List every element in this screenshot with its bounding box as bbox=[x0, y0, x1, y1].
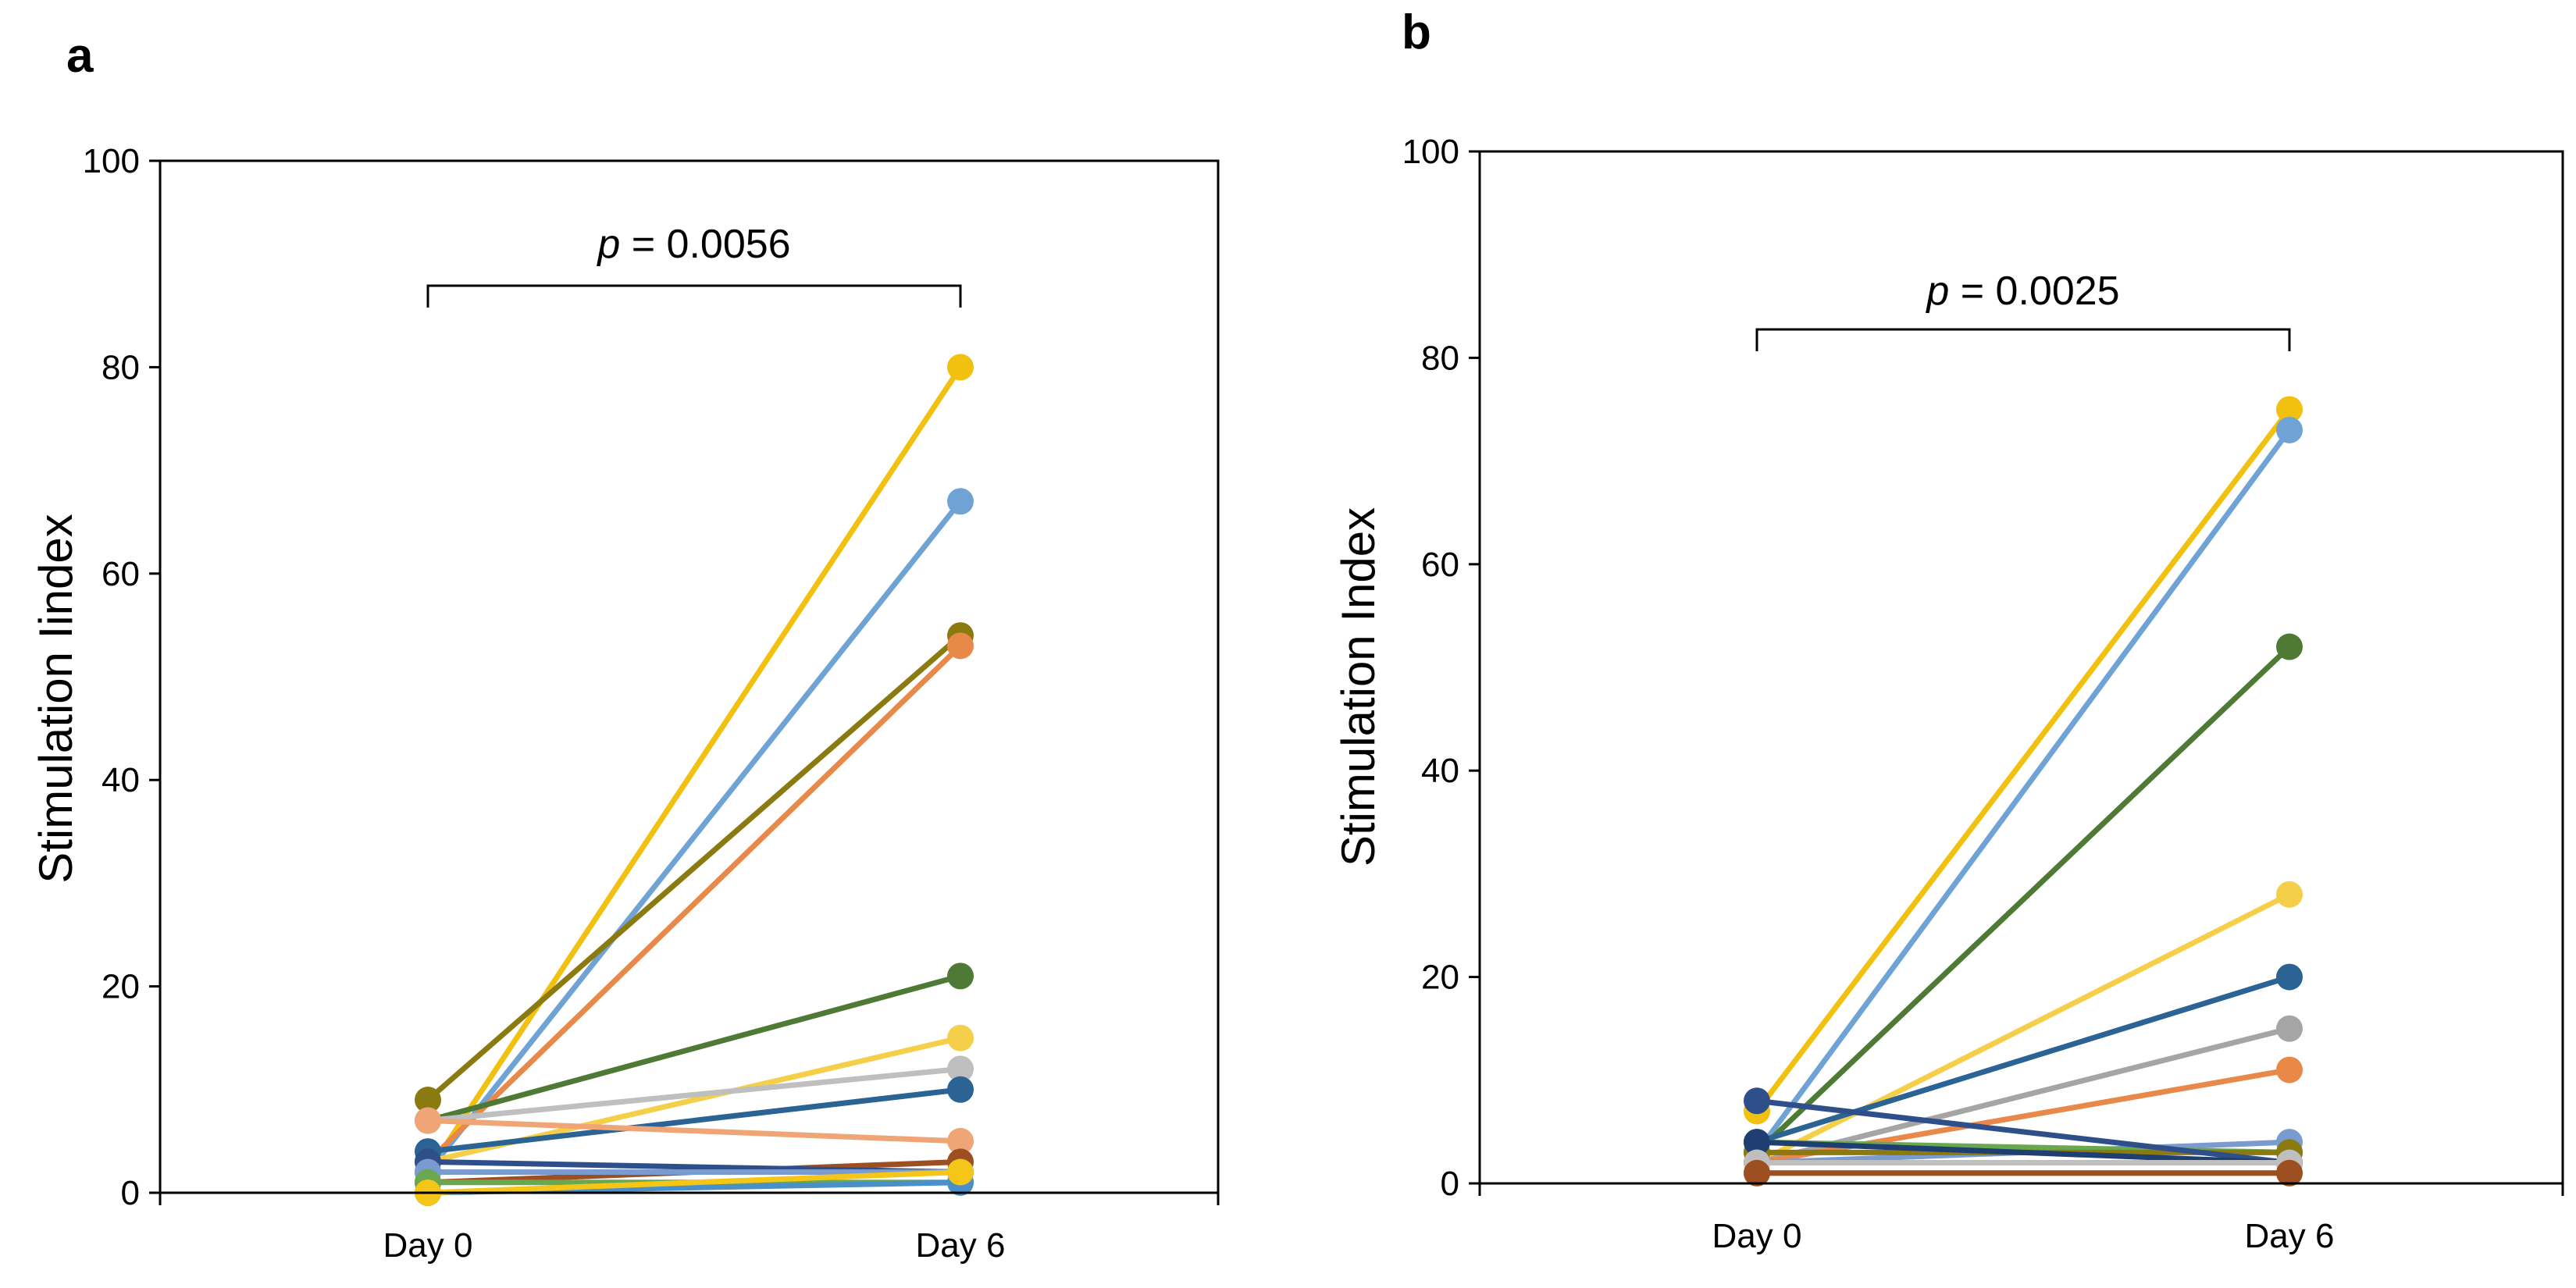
data-point bbox=[415, 1107, 441, 1134]
series-subject-8 bbox=[415, 1076, 974, 1165]
p-symbol-a: p bbox=[596, 222, 620, 267]
p-value-annotation-a: p = 0.0056 bbox=[596, 222, 790, 267]
series-line bbox=[425, 642, 964, 1165]
significance-bracket-b bbox=[1755, 328, 2291, 351]
series-subject-2 bbox=[1744, 416, 2303, 1166]
p-value-text-b: = 0.0025 bbox=[1949, 269, 2119, 314]
series-line bbox=[425, 632, 964, 1103]
significance-bracket-a bbox=[426, 284, 962, 308]
x-tick-label: Day 0 bbox=[383, 1226, 473, 1265]
axes-a bbox=[159, 159, 1220, 1194]
series-subject-1 bbox=[1744, 396, 2303, 1125]
plot-frame bbox=[1478, 150, 2564, 1185]
axes-b bbox=[1478, 150, 2564, 1185]
p-value-text-a: = 0.0056 bbox=[620, 222, 790, 267]
series-line bbox=[425, 364, 964, 1176]
data-point bbox=[2276, 881, 2303, 908]
data-point bbox=[947, 1076, 974, 1103]
data-point bbox=[1744, 1159, 1770, 1187]
series-subject-5 bbox=[415, 962, 974, 1134]
x-tick-label: Day 0 bbox=[1712, 1217, 1802, 1255]
y-ticks-b: 0 20 40 60 80 100 bbox=[1402, 133, 1480, 1203]
plot-frame bbox=[159, 159, 1220, 1194]
y-tick-label: 100 bbox=[1402, 133, 1459, 171]
data-point bbox=[2276, 416, 2303, 443]
p-value-annotation-b: p = 0.0025 bbox=[1925, 269, 2119, 314]
panel-label-b: b bbox=[1402, 5, 1431, 59]
series-group-b bbox=[1744, 396, 2303, 1187]
x-tick-label: Day 6 bbox=[2245, 1217, 2335, 1255]
x-tick-labels-a: Day 0 Day 6 bbox=[159, 1193, 1220, 1265]
series-subject-2 bbox=[415, 488, 974, 1186]
series-line bbox=[1754, 427, 2293, 1155]
bracket-line bbox=[1755, 328, 2291, 351]
y-tick-label: 60 bbox=[1421, 546, 1459, 584]
y-tick-label: 80 bbox=[102, 348, 140, 386]
series-group-a bbox=[415, 354, 974, 1206]
y-tick-label: 40 bbox=[1421, 752, 1459, 790]
data-point bbox=[415, 1087, 441, 1114]
series-line bbox=[1754, 407, 2293, 1114]
data-point bbox=[947, 1127, 974, 1155]
y-tick-label: 40 bbox=[102, 761, 140, 799]
y-tick-label: 80 bbox=[1421, 339, 1459, 377]
y-axis-title-b: Stimulation Index bbox=[1332, 507, 1384, 866]
y-tick-label: 100 bbox=[83, 142, 140, 180]
data-point bbox=[2276, 1056, 2303, 1083]
series-line bbox=[1754, 1139, 2293, 1166]
series-line bbox=[425, 498, 964, 1176]
y-tick-label: 20 bbox=[1421, 959, 1459, 997]
panel-label-a: a bbox=[66, 29, 94, 83]
data-point bbox=[1744, 1087, 1770, 1115]
series-subject-3 bbox=[415, 622, 974, 1114]
series-line bbox=[1754, 1098, 2293, 1166]
y-axis-title-a: Stimulation Iindex bbox=[30, 514, 82, 884]
y-tick-label: 20 bbox=[102, 968, 140, 1006]
series-line bbox=[425, 1087, 964, 1155]
data-point bbox=[947, 1055, 974, 1083]
bracket-line bbox=[426, 284, 962, 308]
series-line bbox=[1754, 974, 2293, 1145]
series-subject-15 bbox=[1744, 1159, 2303, 1187]
y-tick-label: 0 bbox=[1441, 1165, 1459, 1203]
x-tick-label: Day 6 bbox=[916, 1226, 1006, 1265]
p-symbol-b: p bbox=[1925, 269, 1949, 314]
y-tick-label: 60 bbox=[102, 555, 140, 593]
data-point bbox=[2276, 1159, 2303, 1187]
data-point bbox=[947, 1024, 974, 1051]
data-point bbox=[2276, 396, 2303, 423]
data-point bbox=[947, 488, 974, 515]
data-point bbox=[947, 632, 974, 660]
series-subject-1 bbox=[415, 354, 974, 1186]
series-line bbox=[1754, 891, 2293, 1166]
series-line bbox=[425, 1169, 964, 1196]
data-point bbox=[947, 962, 974, 990]
data-point bbox=[947, 354, 974, 381]
series-line bbox=[425, 1066, 964, 1123]
data-point bbox=[1744, 1129, 1770, 1156]
series-subject-3 bbox=[1744, 633, 2303, 1166]
series-subject-9 bbox=[415, 1107, 974, 1155]
series-line bbox=[1754, 1026, 2293, 1166]
x-tick-labels-b: Day 0 Day 6 bbox=[1478, 1183, 2564, 1255]
y-tick-label: 0 bbox=[121, 1174, 140, 1212]
data-point bbox=[2276, 633, 2303, 660]
data-point bbox=[2276, 963, 2303, 991]
series-line bbox=[425, 973, 964, 1123]
series-line bbox=[1754, 644, 2293, 1155]
series-line bbox=[425, 1117, 964, 1144]
data-point bbox=[2276, 1015, 2303, 1042]
y-ticks-a: 0 20 40 60 80 100 bbox=[83, 142, 160, 1212]
data-point bbox=[947, 1158, 974, 1186]
